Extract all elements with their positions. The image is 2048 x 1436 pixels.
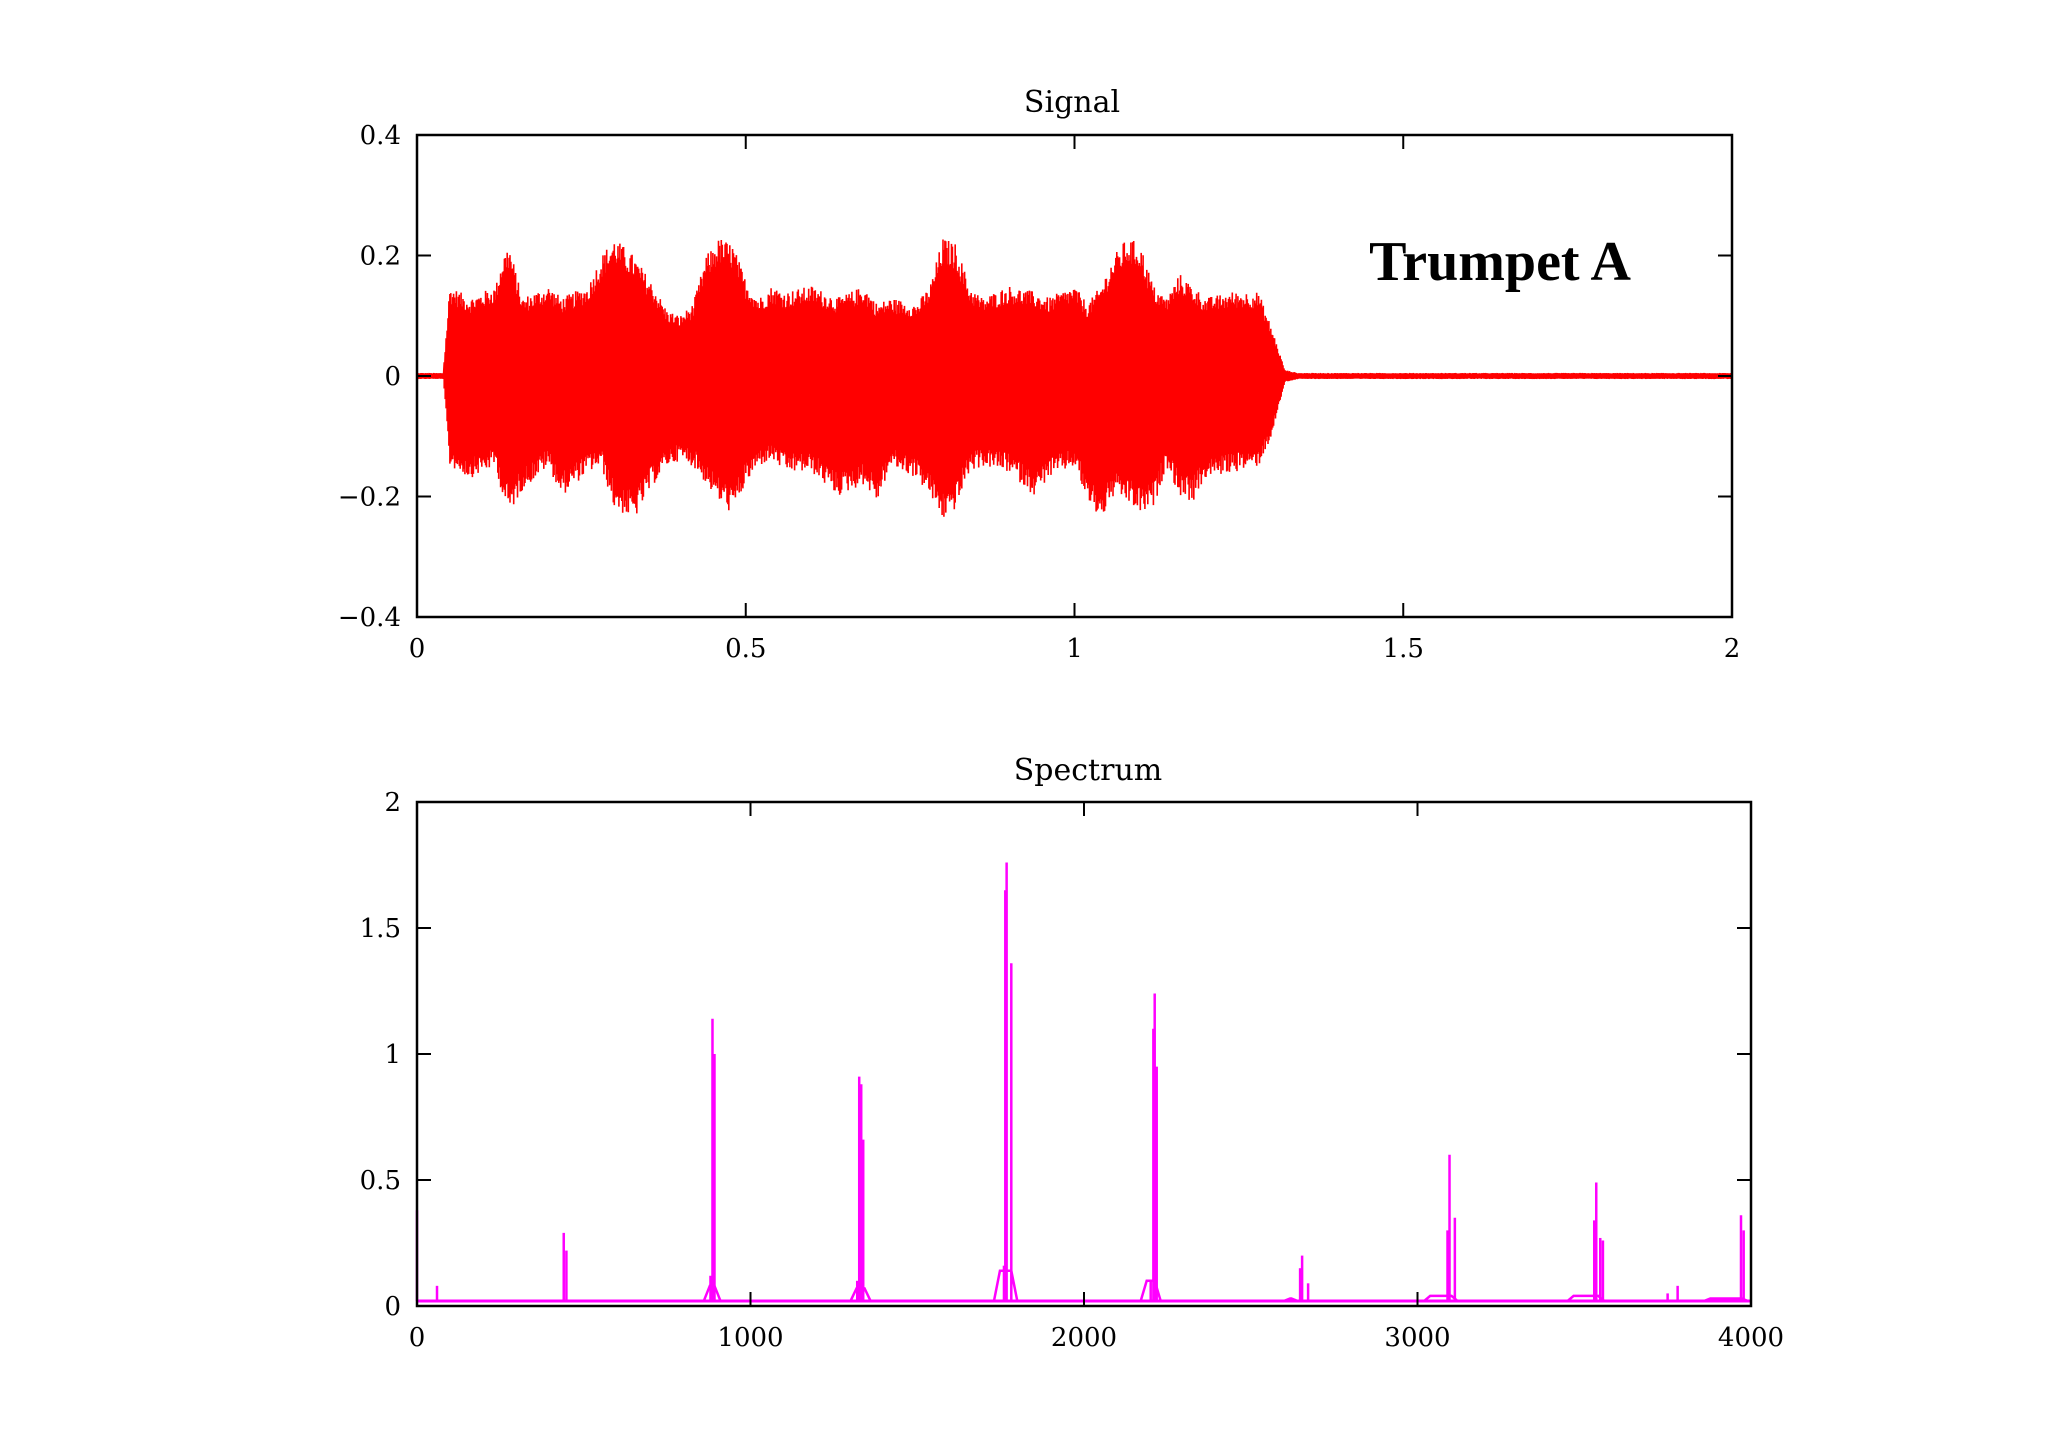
signal-x-tick-label: 2 <box>1724 634 1741 664</box>
spectrum-y-tick-label: 1 <box>384 1040 401 1070</box>
signal-y-tick-label: 0 <box>384 362 401 392</box>
spectrum-title: Spectrum <box>1014 753 1162 788</box>
spectrum-frame <box>415 800 1753 1308</box>
spectrum-x-tick-label: 1000 <box>717 1323 783 1353</box>
spectrum-x-tick-label: 2000 <box>1051 1323 1117 1353</box>
spectrum-ticks: 0 1000 2000 3000 4000 2 1.5 1 0.5 0 <box>360 788 1784 1353</box>
spectrum-y-tick-label: 2 <box>384 788 401 818</box>
signal-x-tick-label: 0.5 <box>725 634 766 664</box>
spectrum-y-tick-label: 0 <box>384 1292 401 1322</box>
signal-waveform-line <box>416 239 1733 517</box>
spectrum-y-tick-label: 0.5 <box>360 1166 401 1196</box>
spectrum-hump <box>1283 1297 1298 1303</box>
signal-y-tick-label: −0.2 <box>338 483 401 513</box>
spectrum-x-tick-label: 4000 <box>1718 1323 1784 1353</box>
spectrum-x-tick-label: 0 <box>409 1323 426 1353</box>
spectrum-y-tick-label: 1.5 <box>360 914 401 944</box>
signal-x-tick-label: 1 <box>1066 634 1083 664</box>
signal-ticks: 0 0.5 1 1.5 2 0.4 0.2 0 −0.2 −0.4 <box>338 121 1740 664</box>
signal-x-tick-label: 1.5 <box>1383 634 1424 664</box>
signal-y-tick-label: −0.4 <box>338 603 401 633</box>
signal-y-tick-label: 0.4 <box>360 121 401 151</box>
signal-chart: Signal 0 0.5 1 1.5 2 0.4 0.2 0 −0.2 −0.4 Trumpet … <box>338 85 1740 664</box>
trumpet-annotation: Trumpet A <box>1369 231 1631 293</box>
signal-x-tick-label: 0 <box>409 634 426 664</box>
signal-title: Signal <box>1024 85 1120 120</box>
signal-plot-area <box>416 239 1733 517</box>
signal-y-tick-label: 0.2 <box>360 242 401 272</box>
spectrum-plot-area <box>415 862 1751 1303</box>
spectrum-chart: Spectrum 0 1000 2000 3000 4000 2 1.5 1 0.5 0 <box>360 753 1784 1353</box>
spectrum-x-tick-label: 3000 <box>1384 1323 1450 1353</box>
